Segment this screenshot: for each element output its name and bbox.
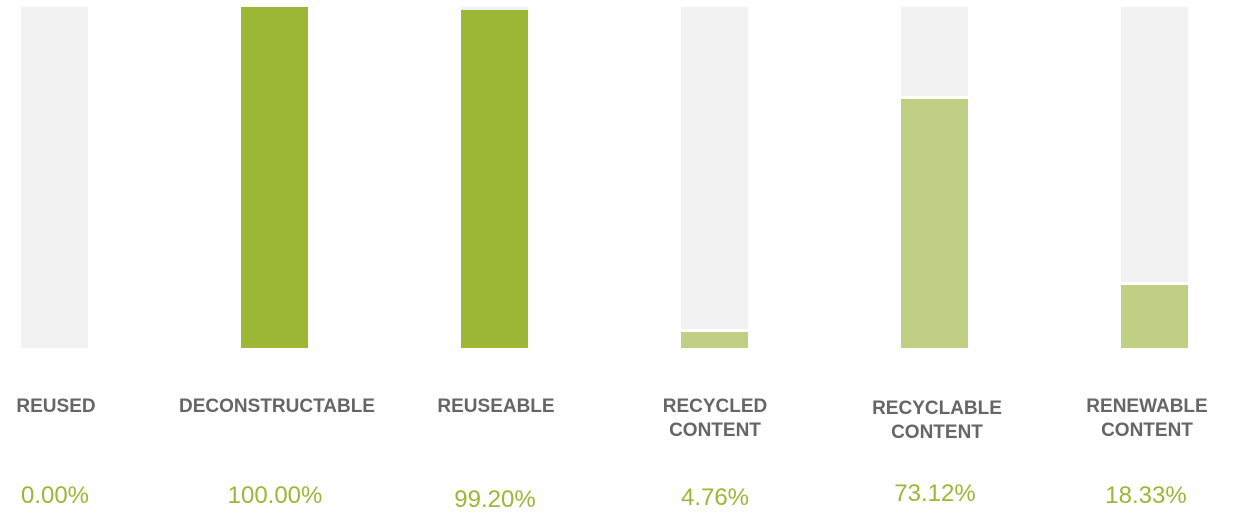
value-label: 73.12%: [894, 480, 976, 507]
category-label: RECYCLABLE CONTENT: [872, 398, 1002, 443]
bar-track: [21, 7, 88, 348]
category-label: RECYCLED CONTENT: [662, 396, 768, 441]
category-label: REUSEABLE: [437, 396, 555, 417]
value-label: 0.00%: [20, 482, 90, 509]
bar-track: [461, 7, 528, 348]
category-label: DECONSTRUCTABLE: [179, 396, 375, 417]
bar-track: [1121, 7, 1188, 348]
bar-track: [241, 7, 308, 348]
bar: [461, 10, 528, 348]
bar: [241, 7, 308, 348]
bar: [1121, 282, 1188, 348]
category-label: RENEWABLE CONTENT: [1086, 396, 1208, 441]
bar-track: [901, 7, 968, 348]
value-label: 100.00%: [227, 482, 323, 509]
value-label: 18.33%: [1105, 482, 1187, 509]
bar: [681, 329, 748, 348]
category-label: REUSED: [16, 396, 96, 417]
bar: [901, 96, 968, 348]
bar-track: [681, 7, 748, 348]
value-label: 4.76%: [680, 484, 750, 511]
value-label: 99.20%: [454, 486, 536, 513]
